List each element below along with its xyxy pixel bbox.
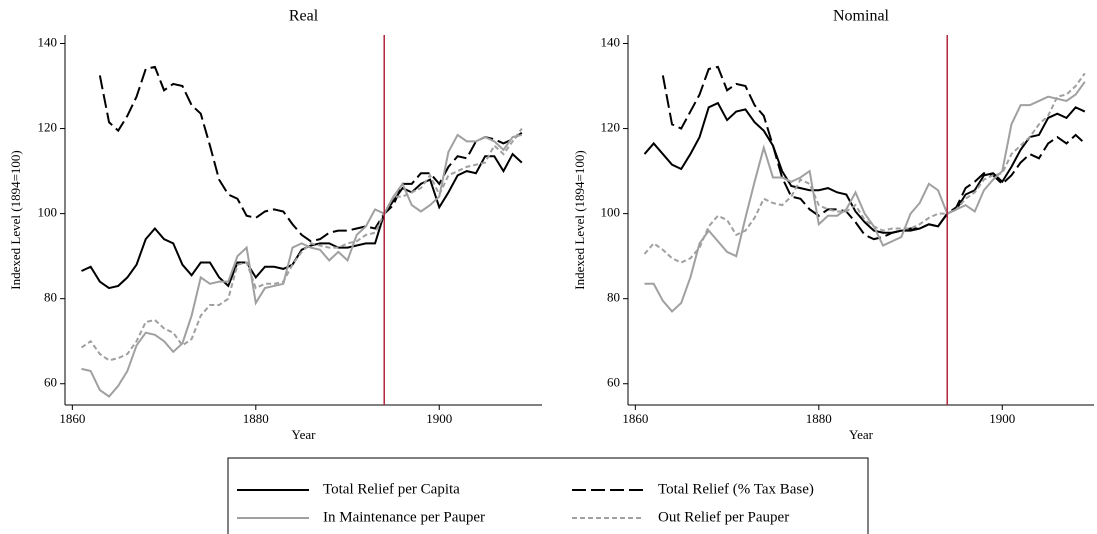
legend-box (227, 457, 869, 534)
legend-label: Total Relief (% Tax Base) (658, 481, 814, 497)
x-axis-label: Year (849, 427, 874, 442)
x-tick-label: 1880 (806, 411, 832, 426)
y-axis-label: Indexed Level (1894=100) (572, 150, 587, 289)
x-tick-label: 1880 (243, 411, 269, 426)
x-tick-label: 1900 (426, 411, 452, 426)
y-tick-label: 100 (38, 205, 58, 220)
legend-label: Out Relief per Pauper (658, 509, 789, 525)
series-line (80, 127, 523, 362)
x-tick-label: 1860 (59, 411, 85, 426)
y-axis-label: Indexed Level (1894=100) (8, 150, 23, 289)
chart-title: Real (289, 8, 319, 25)
y-tick-label: 120 (38, 120, 58, 135)
x-axis-label: Year (292, 427, 317, 442)
series-line (98, 65, 523, 243)
series-line (643, 101, 1086, 234)
series-line (81, 152, 523, 290)
series-line (644, 81, 1086, 313)
y-tick-label: 80 (607, 290, 620, 305)
y-tick-label: 100 (601, 205, 621, 220)
legend-label: Total Relief per Capita (323, 481, 460, 497)
y-tick-label: 140 (38, 34, 58, 49)
y-tick-label: 60 (44, 375, 57, 390)
x-tick-label: 1860 (622, 411, 648, 426)
series-line (661, 65, 1086, 241)
series-line (643, 72, 1086, 264)
series-line (81, 133, 523, 398)
chart-title: Nominal (833, 8, 890, 25)
y-tick-label: 140 (601, 34, 621, 49)
y-tick-label: 120 (601, 120, 621, 135)
y-tick-label: 60 (607, 375, 620, 390)
legend-label: In Maintenance per Pauper (323, 509, 485, 525)
x-tick-label: 1900 (989, 411, 1015, 426)
y-tick-label: 80 (44, 290, 57, 305)
